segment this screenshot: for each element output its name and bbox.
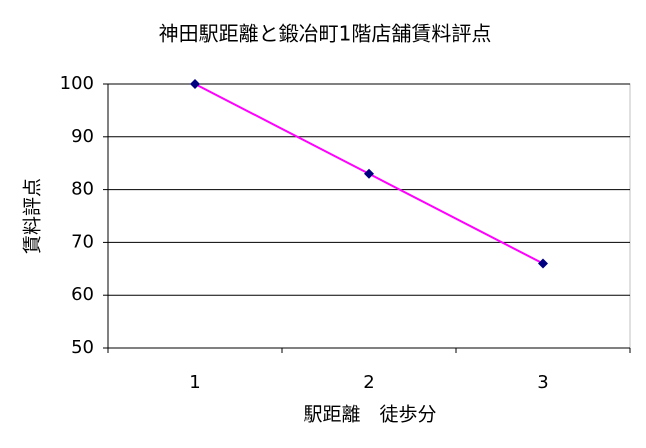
chart-title: 神田駅距離と鍛冶町1階店舗賃料評点 <box>159 22 492 46</box>
x-tick-label: 2 <box>363 372 374 393</box>
y-tick-label: 70 <box>71 231 94 252</box>
x-tick-label: 1 <box>189 372 200 393</box>
y-tick-label: 80 <box>71 179 94 200</box>
data-marker <box>364 168 374 179</box>
data-marker <box>190 79 200 89</box>
y-axis-title: 賃料評点 <box>22 178 44 254</box>
y-tick-label: 60 <box>71 284 94 305</box>
x-tick-label: 3 <box>537 372 548 393</box>
x-axis-title: 駅距離 徒歩分 <box>303 404 436 426</box>
y-tick-label: 50 <box>71 337 94 358</box>
y-tick-label: 90 <box>71 126 94 147</box>
data-marker <box>538 258 548 269</box>
y-tick-label: 100 <box>60 73 94 94</box>
